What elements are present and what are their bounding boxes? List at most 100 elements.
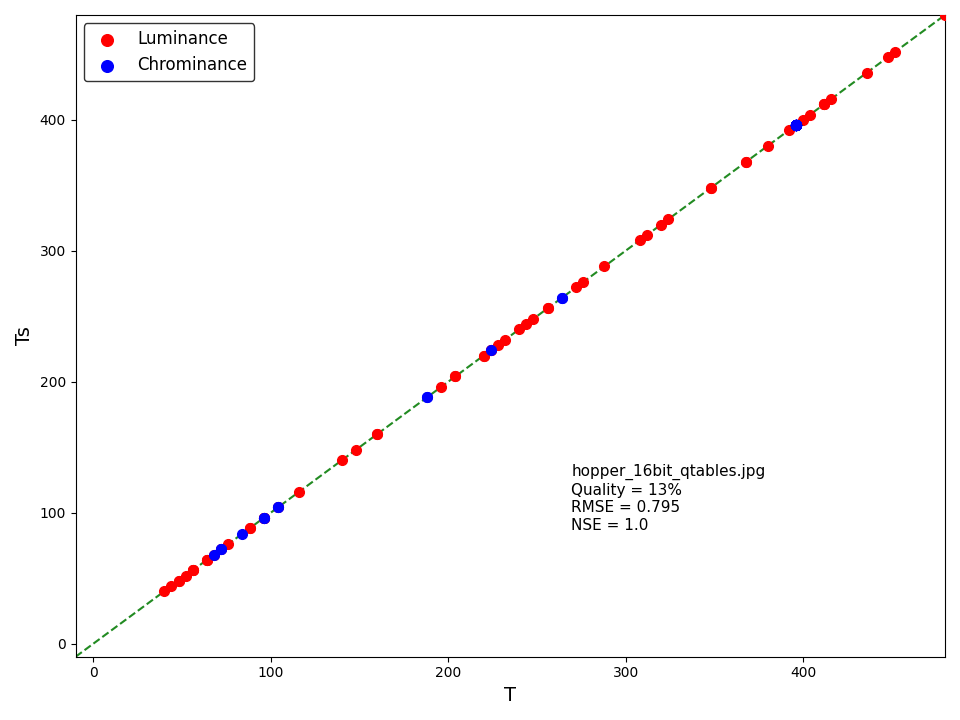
Luminance [164,580,180,592]
Luminance [817,99,832,110]
Luminance [242,523,257,534]
Luminance [796,114,811,125]
Luminance [447,371,463,382]
Chrominance [788,120,804,131]
Luminance [859,67,875,78]
Luminance [200,554,215,566]
Luminance [256,512,272,523]
Luminance [256,512,272,523]
Chrominance [788,120,804,131]
Chrominance [788,120,804,131]
Chrominance [788,120,804,131]
Luminance [703,182,718,194]
Chrominance [788,120,804,131]
Luminance [483,344,498,356]
Luminance [817,99,832,110]
Luminance [185,564,201,576]
Luminance [178,570,193,581]
Luminance [200,554,215,566]
Luminance [171,575,186,587]
Chrominance [788,120,804,131]
Chrominance [788,120,804,131]
Chrominance [256,512,272,523]
Chrominance [788,120,804,131]
Chrominance [788,120,804,131]
Luminance [518,318,534,330]
Chrominance [788,120,804,131]
Chrominance [235,528,251,539]
Chrominance [788,120,804,131]
Luminance [824,93,839,104]
Chrominance [206,549,222,560]
Luminance [703,182,718,194]
Luminance [575,276,590,288]
Legend: Luminance, Chrominance: Luminance, Chrominance [84,23,254,81]
Luminance [639,229,655,240]
Luminance [171,575,186,587]
Luminance [512,323,527,335]
Chrominance [788,120,804,131]
Luminance [370,428,385,440]
Luminance [597,261,612,272]
Luminance [633,235,648,246]
Luminance [540,302,555,314]
Chrominance [788,120,804,131]
Luminance [292,486,307,498]
Luminance [348,444,364,456]
Luminance [888,46,903,58]
Chrominance [788,120,804,131]
Chrominance [788,120,804,131]
Chrominance [788,120,804,131]
Luminance [540,302,555,314]
Luminance [447,371,463,382]
Chrominance [788,120,804,131]
Chrominance [554,292,569,304]
Chrominance [788,120,804,131]
Chrominance [788,120,804,131]
Chrominance [788,120,804,131]
Chrominance [788,120,804,131]
Chrominance [213,544,228,555]
Luminance [760,140,776,152]
Luminance [434,381,449,392]
Luminance [937,9,952,21]
Chrominance [788,120,804,131]
Luminance [654,219,669,230]
Chrominance [788,120,804,131]
Chrominance [788,120,804,131]
Luminance [156,585,172,597]
Luminance [256,512,272,523]
Luminance [781,125,797,136]
Luminance [880,51,896,63]
Chrominance [788,120,804,131]
Text: hopper_16bit_qtables.jpg
Quality = 13%
RMSE = 0.795
NSE = 1.0: hopper_16bit_qtables.jpg Quality = 13% R… [571,464,765,533]
Chrominance [788,120,804,131]
Chrominance [788,120,804,131]
Chrominance [420,392,435,403]
Luminance [221,539,236,550]
Chrominance [788,120,804,131]
Luminance [788,120,804,131]
Luminance [568,282,584,293]
Chrominance [788,120,804,131]
Luminance [242,523,257,534]
Luminance [738,156,754,168]
Chrominance [270,502,285,513]
Chrominance [788,120,804,131]
Chrominance [788,120,804,131]
Luminance [185,564,201,576]
Chrominance [213,544,228,555]
Chrominance [788,120,804,131]
Chrominance [788,120,804,131]
Chrominance [554,292,569,304]
Chrominance [788,120,804,131]
Chrominance [788,120,804,131]
Luminance [491,339,506,351]
Luminance [497,334,513,346]
Y-axis label: Ts: Ts [15,326,34,346]
Luminance [334,454,349,466]
Luminance [213,544,228,555]
Chrominance [788,120,804,131]
Luminance [803,109,818,120]
Chrominance [788,120,804,131]
